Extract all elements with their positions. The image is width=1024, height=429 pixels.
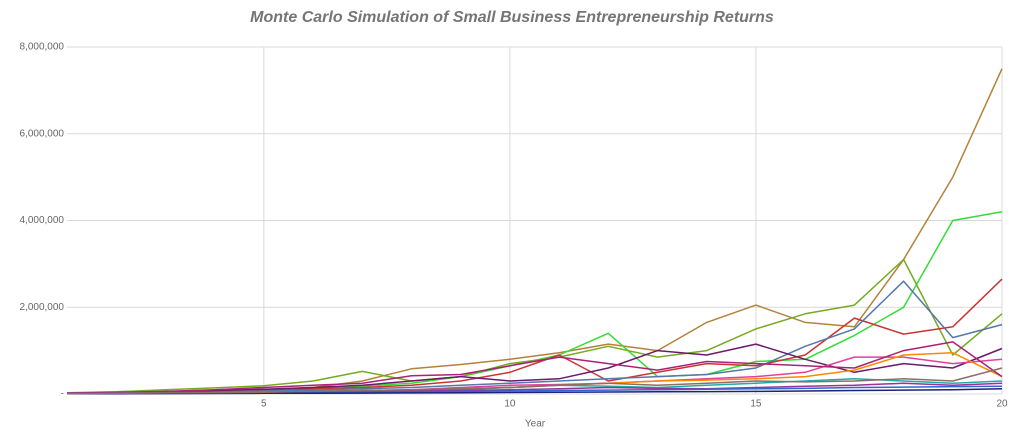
- x-tick-label: 20: [996, 399, 1008, 410]
- chart-title: Monte Carlo Simulation of Small Business…: [250, 9, 774, 26]
- y-tick-label: 8,000,000: [20, 42, 65, 53]
- series-line: [66, 258, 1003, 394]
- x-tick-label: 15: [750, 399, 762, 410]
- series-line: [66, 278, 1003, 395]
- x-tick-label: 10: [504, 399, 516, 410]
- series-line: [66, 343, 1003, 394]
- x-tick-label: 5: [261, 399, 267, 410]
- series-line: [66, 68, 1003, 394]
- series-line: [66, 341, 1003, 394]
- y-tick-label: 6,000,000: [20, 128, 65, 139]
- series-line: [66, 367, 1003, 395]
- series-line: [66, 388, 1003, 395]
- y-tick-label: -: [61, 389, 64, 400]
- x-axis-label: Year: [525, 419, 546, 429]
- y-tick-label: 2,000,000: [20, 302, 65, 313]
- y-tick-label: 4,000,000: [20, 215, 65, 226]
